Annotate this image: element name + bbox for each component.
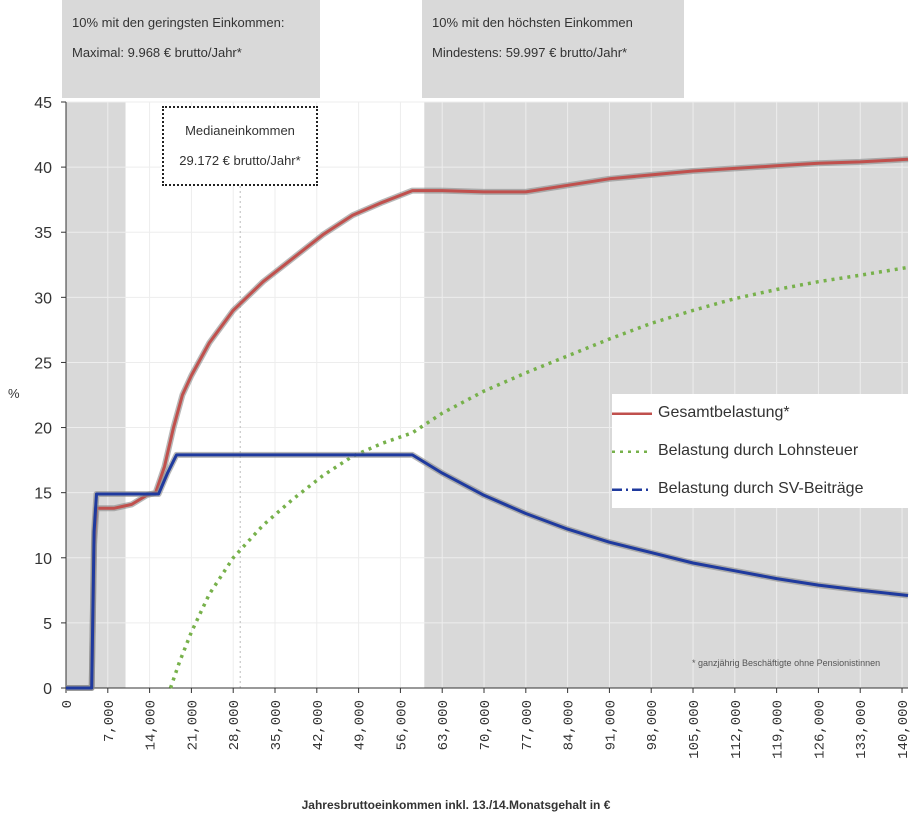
high-income-annotation: 10% mit den höchsten Einkommen Mindesten… [422, 0, 684, 98]
y-tick-label-0: 0 [43, 681, 52, 698]
x-tick-label-6: 42,000 [311, 700, 327, 750]
median-line2: 29.172 € brutto/Jahr* [179, 153, 301, 168]
legend-label-total: Gesamtbelastung* [658, 404, 790, 421]
series-line-total [66, 157, 909, 690]
x-tick-label-13: 91,000 [603, 700, 619, 750]
x-tick-label-5: 35,000 [269, 700, 285, 750]
x-tick-label-15: 105,000 [687, 700, 703, 759]
median-annotation: Medianeinkommen 29.172 € brutto/Jahr* [162, 106, 318, 186]
legend-label-lohnsteuer: Belastung durch Lohnsteuer [658, 442, 859, 459]
low-income-line1: 10% mit den geringsten Einkommen: [72, 15, 285, 30]
high-income-line2: Mindestens: 59.997 € brutto/Jahr* [432, 45, 628, 60]
legend-item-total: Gesamtbelastung* [612, 394, 908, 432]
footnote: * ganzjährig Beschäftigte ohne Pensionis… [692, 658, 881, 668]
x-tick-label-2: 14,000 [144, 700, 160, 750]
y-tick-label-9: 45 [34, 95, 52, 112]
y-tick-label-5: 25 [34, 355, 52, 372]
y-axis-label: % [8, 386, 20, 401]
legend-swatch-sv [612, 488, 652, 491]
x-tick-label-16: 112,000 [729, 700, 745, 759]
x-tick-label-19: 133,000 [854, 700, 870, 759]
x-tick-label-17: 119,000 [771, 700, 787, 759]
x-tick-label-1: 7,000 [102, 700, 118, 742]
x-tick-label-3: 21,000 [185, 700, 201, 750]
y-tick-label-3: 15 [34, 486, 52, 503]
x-tick-label-7: 49,000 [353, 700, 369, 750]
low-income-annotation: 10% mit den geringsten Einkommen: Maxima… [62, 0, 320, 98]
y-tick-label-7: 35 [34, 225, 52, 242]
legend-label-sv: Belastung durch SV-Beiträge [658, 480, 864, 497]
x-axis-label: Jahresbruttoeinkommen inkl. 13./14.Monat… [301, 798, 611, 812]
x-tick-label-11: 77,000 [520, 700, 536, 750]
legend-item-lohnsteuer: Belastung durch Lohnsteuer [612, 432, 908, 470]
x-tick-label-8: 56,000 [394, 700, 410, 750]
legend: Gesamtbelastung* Belastung durch Lohnste… [612, 394, 908, 508]
median-line1: Medianeinkommen [185, 123, 295, 138]
series-line-sv [66, 453, 909, 690]
y-tick-label-8: 40 [34, 160, 52, 177]
y-tick-label-6: 30 [34, 290, 52, 307]
legend-swatch-total [612, 412, 652, 415]
x-tick-label-0: 0 [60, 700, 76, 708]
x-tick-label-9: 63,000 [436, 700, 452, 750]
y-tick-label-2: 10 [34, 551, 52, 568]
legend-swatch-lohnsteuer [612, 450, 652, 453]
series-line-lohnsteuer [168, 265, 909, 689]
x-tick-label-20: 140,000 [896, 700, 912, 759]
x-tick-label-12: 84,000 [562, 700, 578, 750]
low-income-line2: Maximal: 9.968 € brutto/Jahr* [72, 45, 242, 60]
x-tick-label-14: 98,000 [645, 700, 661, 750]
y-tick-label-1: 5 [43, 616, 52, 633]
x-tick-label-10: 70,000 [478, 700, 494, 750]
high-income-line1: 10% mit den höchsten Einkommen [432, 15, 633, 30]
y-tick-label-4: 20 [34, 421, 52, 438]
legend-item-sv: Belastung durch SV-Beiträge [612, 470, 908, 508]
x-tick-label-4: 28,000 [227, 700, 243, 750]
x-tick-label-18: 126,000 [812, 700, 828, 759]
